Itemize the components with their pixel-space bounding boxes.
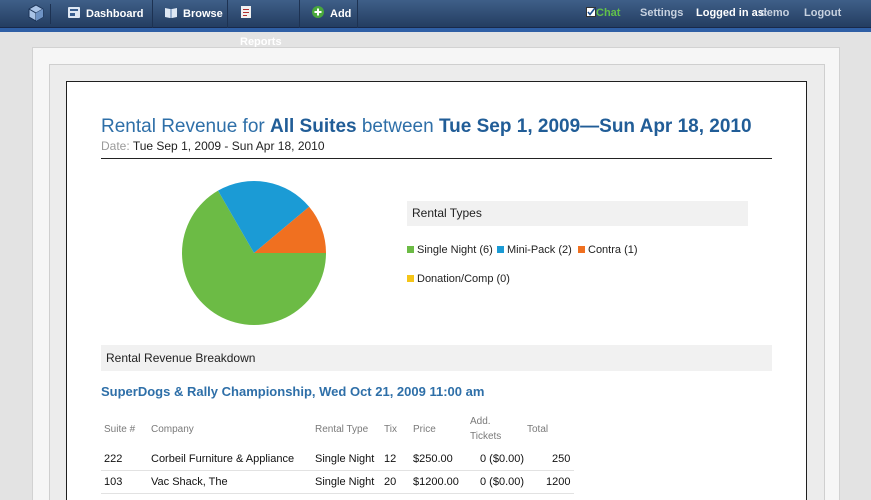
plus-icon — [312, 1, 324, 18]
table-row-2-company: Vac Shack, The — [151, 476, 228, 488]
col-total: Total — [527, 424, 549, 435]
report-date: Date: Tue Sep 1, 2009 - Sun Apr 18, 2010 — [101, 139, 325, 153]
reports-icon — [240, 1, 252, 18]
col-tix: Tix — [384, 424, 397, 435]
row-divider — [101, 493, 574, 494]
nav-add[interactable]: Add — [300, 0, 358, 28]
logged-in-label: Logged in as: — [696, 7, 768, 19]
legend-item-contra: Contra (1) — [578, 244, 638, 256]
rental-types-pie-chart — [182, 181, 326, 325]
pie-slice-contra — [254, 206, 326, 253]
legend-item-donation-comp: Donation/Comp (0) — [407, 273, 510, 285]
nav-dashboard[interactable]: Dashboard — [56, 0, 153, 28]
table-row-1-total: 250 — [552, 453, 571, 465]
event-title-link[interactable]: SuperDogs & Rally Championship, Wed Oct … — [101, 384, 485, 399]
top-nav: Dashboard Browse Reports Add Chat Settin… — [0, 0, 871, 48]
table-row-1-price: $250.00 — [413, 453, 453, 465]
table-row-1-type: Single Night — [315, 453, 375, 465]
breakdown-heading: Rental Revenue Breakdown — [101, 345, 772, 371]
chat-check-icon — [586, 1, 596, 27]
table-row-2-tix: 20 — [384, 476, 397, 488]
nav-reports[interactable]: Reports — [228, 0, 300, 48]
nav-add-label: Add — [330, 8, 352, 20]
username: demo — [760, 7, 790, 19]
settings-link[interactable]: Settings — [640, 7, 684, 19]
table-row-1-add: 0 ($0.00) — [480, 453, 525, 465]
legend-heading: Rental Types — [407, 201, 748, 226]
col-add-tickets: Add. Tickets — [470, 416, 502, 442]
table-row-2-suite: 103 — [104, 476, 123, 488]
book-icon — [165, 1, 177, 18]
row-divider — [101, 470, 574, 471]
col-company: Company — [151, 424, 194, 435]
chat-link[interactable]: Chat — [586, 0, 620, 28]
table-row-2-add: 0 ($0.00) — [480, 476, 525, 488]
nav-dashboard-label: Dashboard — [86, 8, 144, 20]
legend-item-mini-pack: Mini-Pack (2) — [497, 244, 572, 256]
col-rental-type: Rental Type — [315, 424, 369, 435]
report-paper — [66, 81, 807, 500]
nav-accent-bar — [0, 28, 871, 32]
nav-browse[interactable]: Browse — [153, 0, 228, 28]
pie-slice-mini-pack — [218, 181, 310, 253]
logout-link[interactable]: Logout — [804, 7, 842, 19]
chat-label: Chat — [596, 7, 621, 19]
table-row-1-suite: 222 — [104, 453, 123, 465]
nav-reports-label: Reports — [240, 36, 282, 48]
report-title: Rental Revenue for All Suites between Tu… — [101, 116, 752, 137]
nav-browse-label: Browse — [183, 8, 223, 20]
app-logo-icon[interactable] — [27, 4, 51, 24]
title-divider — [101, 158, 772, 159]
pie-slice-single-night — [182, 190, 326, 325]
dashboard-icon — [68, 1, 80, 18]
col-suite: Suite # — [104, 424, 136, 435]
table-row-2-price: $1200.00 — [413, 476, 459, 488]
legend-item-single-night: Single Night (6) — [407, 244, 493, 256]
table-row-2-total: 1200 — [546, 476, 571, 488]
table-row-1-tix: 12 — [384, 453, 397, 465]
col-price: Price — [413, 424, 436, 435]
table-row-2-type: Single Night — [315, 476, 375, 488]
table-row-1-company: Corbeil Furniture & Appliance — [151, 453, 295, 465]
